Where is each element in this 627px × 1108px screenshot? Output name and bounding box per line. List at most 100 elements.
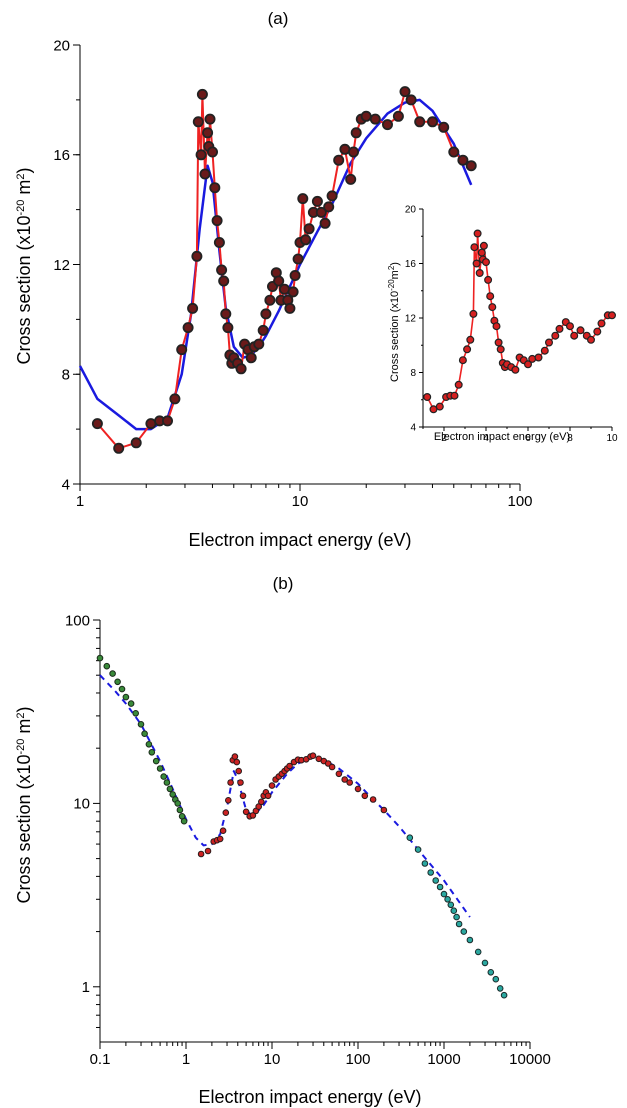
data-point-marker xyxy=(169,393,181,405)
low-energy-marker-green xyxy=(169,791,176,798)
high-energy-marker-cyan xyxy=(455,920,463,928)
label-part: Cross section (x10 xyxy=(14,215,34,364)
y-tick-label: 4 xyxy=(62,476,70,493)
data-point-marker xyxy=(273,275,285,287)
inset-data-point-marker xyxy=(423,393,432,402)
data-point-marker xyxy=(303,223,315,235)
inset-data-point-marker xyxy=(494,338,503,347)
measured-marker-red xyxy=(361,792,369,800)
data-point-marker xyxy=(220,308,232,320)
measured-marker-red xyxy=(219,827,227,835)
high-energy-marker-cyan xyxy=(481,959,489,967)
high-energy-marker-cyan xyxy=(447,901,455,909)
panel-b-x-axis-label: Electron impact energy (eV) xyxy=(198,1087,421,1107)
data-point-marker xyxy=(287,286,299,298)
label-part: 2 xyxy=(15,712,27,718)
measured-marker-red xyxy=(242,808,250,816)
label-part: m xyxy=(389,270,401,279)
high-energy-marker-cyan xyxy=(487,969,495,976)
data-point-marker xyxy=(399,86,411,98)
inset-x-axis-label: Electron impact energy (eV) xyxy=(434,431,570,443)
data-point-marker xyxy=(211,215,223,227)
low-energy-marker-green xyxy=(145,741,153,748)
data-point-marker xyxy=(414,116,426,128)
measured-marker-red xyxy=(235,767,242,775)
low-energy-marker-green xyxy=(103,662,111,670)
data-point-marker xyxy=(347,146,359,158)
data-point-marker xyxy=(199,168,211,180)
low-energy-marker-green xyxy=(109,670,116,677)
data-point-marker xyxy=(216,264,228,276)
inset-data-point-marker xyxy=(551,331,560,340)
x-tick-label: 100 xyxy=(345,1051,370,1068)
inset-data-point-marker xyxy=(544,338,553,347)
y-tick-label: 16 xyxy=(405,259,417,270)
low-energy-marker-green xyxy=(160,773,167,780)
panel-b: (b) 0.1 1 10 100 1000 10000 1 10 100 Electron im… xyxy=(14,574,551,1107)
panel-b-title: (b) xyxy=(273,574,294,593)
x-tick-label: 1 xyxy=(76,493,84,510)
measured-marker-red xyxy=(328,763,336,771)
data-point-marker xyxy=(187,302,199,314)
x-tick-label: 1 xyxy=(182,1051,190,1068)
y-tick-label: 4 xyxy=(410,423,416,434)
data-point-marker xyxy=(260,308,272,320)
low-energy-marker-green xyxy=(132,710,139,717)
measured-marker-red xyxy=(380,806,388,814)
data-point-marker xyxy=(206,146,218,158)
inset-data-point-marker xyxy=(472,259,481,268)
inset-data-point-marker xyxy=(593,327,602,336)
y-tick-label: 20 xyxy=(53,37,70,54)
high-energy-marker-cyan xyxy=(427,869,435,876)
inset-data-point-marker xyxy=(540,346,549,355)
data-point-marker xyxy=(145,418,157,430)
high-energy-marker-cyan xyxy=(444,896,451,903)
measured-marker-red xyxy=(216,835,224,843)
label-part: Cross section (x10 xyxy=(389,291,401,382)
measured-marker-red xyxy=(341,776,349,783)
inset-data-point-marker xyxy=(450,391,459,400)
label-part: 2 xyxy=(15,173,27,179)
inset-data-point-marker xyxy=(488,303,497,312)
data-point-marker xyxy=(245,352,257,364)
low-energy-marker-green xyxy=(156,765,164,772)
inset-data-point-marker xyxy=(473,229,482,238)
inset-data-point-marker xyxy=(466,335,475,344)
inset-data-point-marker xyxy=(555,324,564,333)
data-point-marker xyxy=(284,302,296,314)
y-tick-label: 1 xyxy=(82,979,90,996)
measured-marker-red xyxy=(237,779,244,786)
data-point-marker xyxy=(209,182,221,194)
low-energy-marker-green xyxy=(174,800,181,807)
high-energy-marker-cyan xyxy=(496,985,504,992)
data-point-marker xyxy=(130,437,142,449)
low-energy-marker-green xyxy=(180,817,188,825)
data-point-marker xyxy=(204,113,216,125)
inset-data-point-marker xyxy=(463,345,472,354)
high-energy-marker-cyan xyxy=(421,860,429,867)
data-point-marker xyxy=(311,195,323,207)
measured-marker-red xyxy=(346,779,354,786)
low-energy-marker-green xyxy=(122,693,130,701)
high-energy-marker-cyan xyxy=(450,907,458,915)
label-part: ) xyxy=(389,262,401,266)
measured-marker-red xyxy=(197,850,205,858)
y-tick-label: 8 xyxy=(62,367,70,384)
high-energy-marker-cyan xyxy=(492,975,500,983)
y-tick-label: 12 xyxy=(405,314,417,325)
x-tick-label: 100 xyxy=(507,493,532,510)
inset-data-point-marker xyxy=(534,353,543,362)
low-energy-marker-green xyxy=(141,730,148,738)
inset-data-point-marker xyxy=(479,241,488,250)
high-energy-marker-cyan xyxy=(466,936,474,944)
high-energy-marker-cyan xyxy=(440,890,448,898)
low-energy-marker-green xyxy=(96,654,104,662)
label-part: -20 xyxy=(387,279,396,291)
data-point-marker xyxy=(426,116,438,128)
fit-dashed-line-blue xyxy=(99,674,471,918)
data-point-marker xyxy=(176,344,188,356)
inset-data-point-marker xyxy=(482,258,491,267)
inset-data-point-marker xyxy=(492,322,501,331)
data-point-marker xyxy=(191,250,203,262)
data-point-marker xyxy=(292,253,304,265)
